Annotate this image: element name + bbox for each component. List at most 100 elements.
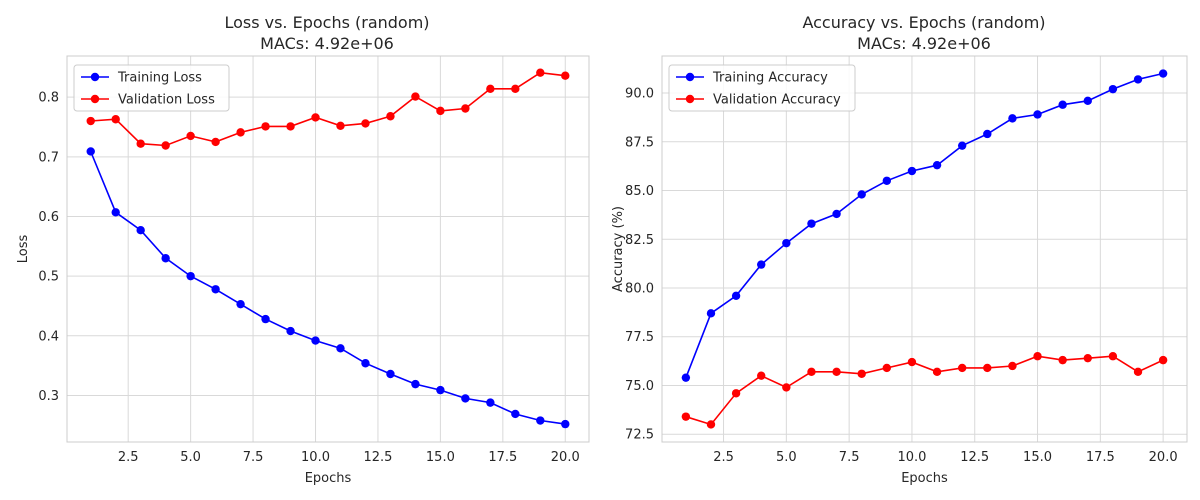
x-tick-label: 17.5 (488, 450, 517, 465)
data-point (111, 208, 120, 217)
data-point (286, 122, 295, 131)
data-point (411, 379, 420, 389)
chart-subtitle: MACs: 4.92e+06 (857, 34, 991, 53)
data-point (1083, 353, 1092, 363)
data-point (561, 419, 570, 429)
data-point (136, 226, 145, 235)
data-point (1158, 355, 1168, 365)
data-point (681, 373, 691, 382)
data-point (731, 291, 741, 300)
x-tick-label: 15.0 (1023, 450, 1052, 465)
data-point (857, 369, 866, 378)
data-point (1108, 84, 1118, 94)
data-point (561, 71, 570, 80)
series-line (685, 355, 1164, 426)
y-tick-label: 87.5 (625, 135, 654, 150)
data-point (857, 190, 866, 199)
chart-panel-1: Loss vs. Epochs (random) MACs: 4.92e+06 2.… (16, 13, 590, 486)
data-point (1133, 75, 1143, 84)
data-point (932, 160, 942, 170)
data-point (1058, 100, 1067, 109)
chart-panel-2: Accuracy vs. Epochs (random) MACs: 4.92e+… (611, 13, 1188, 486)
plot-frame (661, 55, 1188, 443)
x-tick-label: 20.0 (1149, 450, 1178, 465)
x-tick-label: 7.5 (243, 450, 264, 465)
data-point (511, 84, 520, 94)
chart-subtitle: MACs: 4.92e+06 (260, 34, 394, 53)
legend: Training Accuracy Validation Accuracy (668, 64, 856, 112)
grid-lines (67, 56, 589, 442)
x-tick-label: 12.5 (363, 450, 392, 465)
data-point (1033, 352, 1042, 361)
y-tick-label: 0.7 (38, 150, 59, 165)
data-point (386, 112, 395, 121)
x-tick-label: 2.5 (118, 450, 139, 465)
data-point (86, 116, 95, 126)
x-tick-label: 7.5 (839, 450, 860, 465)
y-tick-label: 0.4 (38, 329, 59, 344)
data-point (411, 92, 420, 101)
x-tick-label: 20.0 (551, 450, 580, 465)
legend-label: Validation Accuracy (713, 93, 841, 108)
data-point (1158, 69, 1168, 78)
series-line (90, 71, 566, 147)
data-point (361, 359, 370, 368)
data-point (983, 129, 992, 139)
chart-title: Accuracy vs. Epochs (random) (802, 13, 1045, 32)
data-point (236, 299, 245, 309)
y-tick-label: 72.5 (625, 428, 654, 443)
data-point (136, 139, 145, 148)
data-point (186, 271, 195, 281)
legend-box (668, 64, 856, 112)
legend-box (73, 64, 230, 112)
data-point (436, 385, 445, 395)
data-point (211, 137, 220, 147)
data-point (832, 209, 841, 219)
legend-label: Training Accuracy (712, 71, 828, 86)
data-point (782, 238, 791, 248)
series-1 (86, 147, 570, 429)
x-tick-label: 5.0 (776, 450, 797, 465)
data-point (386, 369, 395, 379)
x-tick-label: 12.5 (960, 450, 989, 465)
legend-marker (685, 72, 695, 82)
data-point (461, 394, 470, 403)
data-point (832, 367, 841, 377)
data-point (882, 363, 892, 373)
data-point (311, 113, 320, 122)
data-point (882, 176, 892, 185)
data-point (336, 344, 345, 353)
data-point (957, 141, 967, 150)
series-line (89, 151, 566, 425)
data-point (461, 104, 470, 113)
data-point (536, 416, 545, 425)
series-2 (86, 68, 570, 150)
data-point (211, 285, 220, 294)
y-tick-label: 85.0 (625, 184, 654, 199)
data-point (957, 363, 967, 373)
data-point (1133, 367, 1143, 377)
legend-label: Training Loss (117, 71, 202, 86)
x-tick-label: 5.0 (180, 450, 201, 465)
y-tick-label: 90.0 (625, 87, 654, 102)
data-point (907, 166, 917, 176)
plot-frame (66, 55, 590, 443)
x-tick-label: 17.5 (1086, 450, 1115, 465)
data-point (983, 363, 992, 373)
data-point (731, 389, 741, 398)
data-point (311, 336, 320, 345)
data-point (782, 383, 791, 392)
y-tick-label: 75.0 (625, 379, 654, 394)
legend-marker (90, 72, 100, 82)
data-point (111, 115, 120, 124)
x-axis-label: Epochs (901, 471, 948, 486)
data-point (706, 420, 716, 429)
y-tick-label: 0.8 (38, 91, 59, 106)
data-point (1008, 361, 1017, 371)
grid-lines (662, 56, 1187, 442)
y-tick-label: 0.3 (38, 389, 59, 404)
y-tick-label: 82.5 (625, 233, 654, 248)
x-axis-label: Epochs (305, 471, 352, 486)
data-point (261, 122, 270, 131)
x-tick-label: 2.5 (713, 450, 734, 465)
